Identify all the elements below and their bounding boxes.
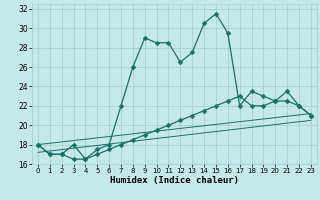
X-axis label: Humidex (Indice chaleur): Humidex (Indice chaleur) bbox=[110, 176, 239, 185]
